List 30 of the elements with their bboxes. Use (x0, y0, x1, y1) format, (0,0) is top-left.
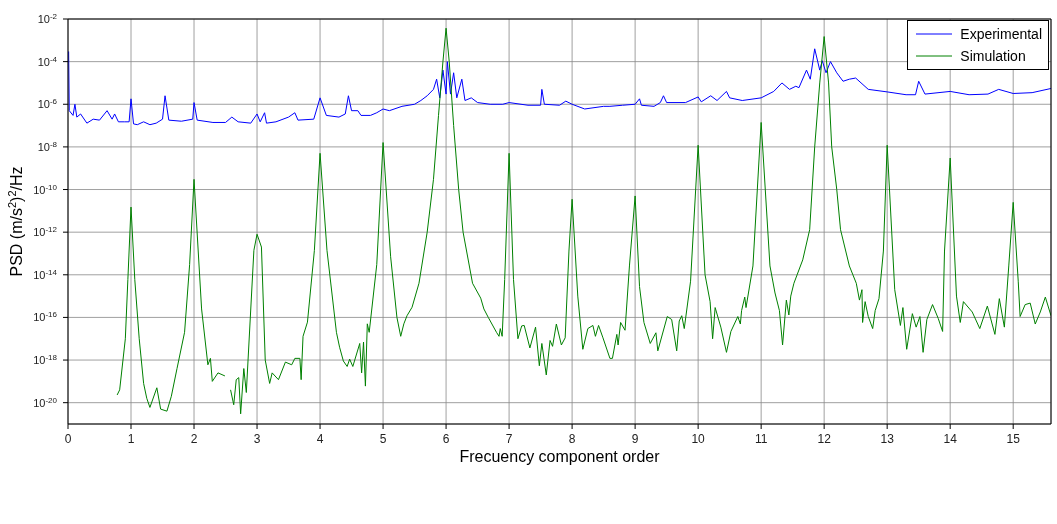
y-tick-label: 10$^{-8}$ (37, 139, 58, 153)
legend-label: Experimental (960, 26, 1042, 42)
x-tick-label: 10 (691, 432, 706, 446)
y-tick-label: 10$^{-6}$ (37, 96, 58, 111)
x-tick-label: 6 (442, 432, 450, 446)
x-tick-label: 5 (379, 432, 387, 446)
x-tick-label: 13 (880, 432, 895, 446)
x-tick-label: 11 (754, 432, 768, 446)
y-tick-label: 10$^{-2}$ (37, 11, 58, 25)
x-tick-label: 1 (127, 432, 135, 446)
y-tick-label: 10$^{-10}$ (33, 182, 58, 196)
line-series (68, 48, 1051, 126)
y-tick-label: 10$^{-20}$ (33, 395, 58, 409)
x-tick-label: 14 (943, 432, 958, 446)
x-tick-label: 0 (64, 432, 72, 446)
x-tick-label: 15 (1006, 432, 1021, 446)
y-tick-label: 10$^{-18}$ (33, 352, 58, 367)
y-tick-label: 10$^{-12}$ (33, 224, 58, 239)
x-tick-label: 8 (568, 432, 576, 446)
x-tick-label: 9 (631, 432, 639, 446)
x-axis-title: Frecuency component order (459, 448, 661, 465)
x-tick-label: 12 (817, 432, 832, 446)
legend-label: Simulation (960, 48, 1026, 64)
y-tick-label: 10$^{-16}$ (33, 309, 58, 324)
x-tick-label: 3 (253, 432, 261, 446)
x-tick-label: 2 (190, 432, 198, 446)
x-tick-label: 7 (505, 432, 513, 446)
y-tick-label: 10$^{-14}$ (33, 267, 58, 281)
y-tick-label: 10$^{-4}$ (37, 54, 58, 68)
x-tick-label: 4 (316, 432, 324, 446)
